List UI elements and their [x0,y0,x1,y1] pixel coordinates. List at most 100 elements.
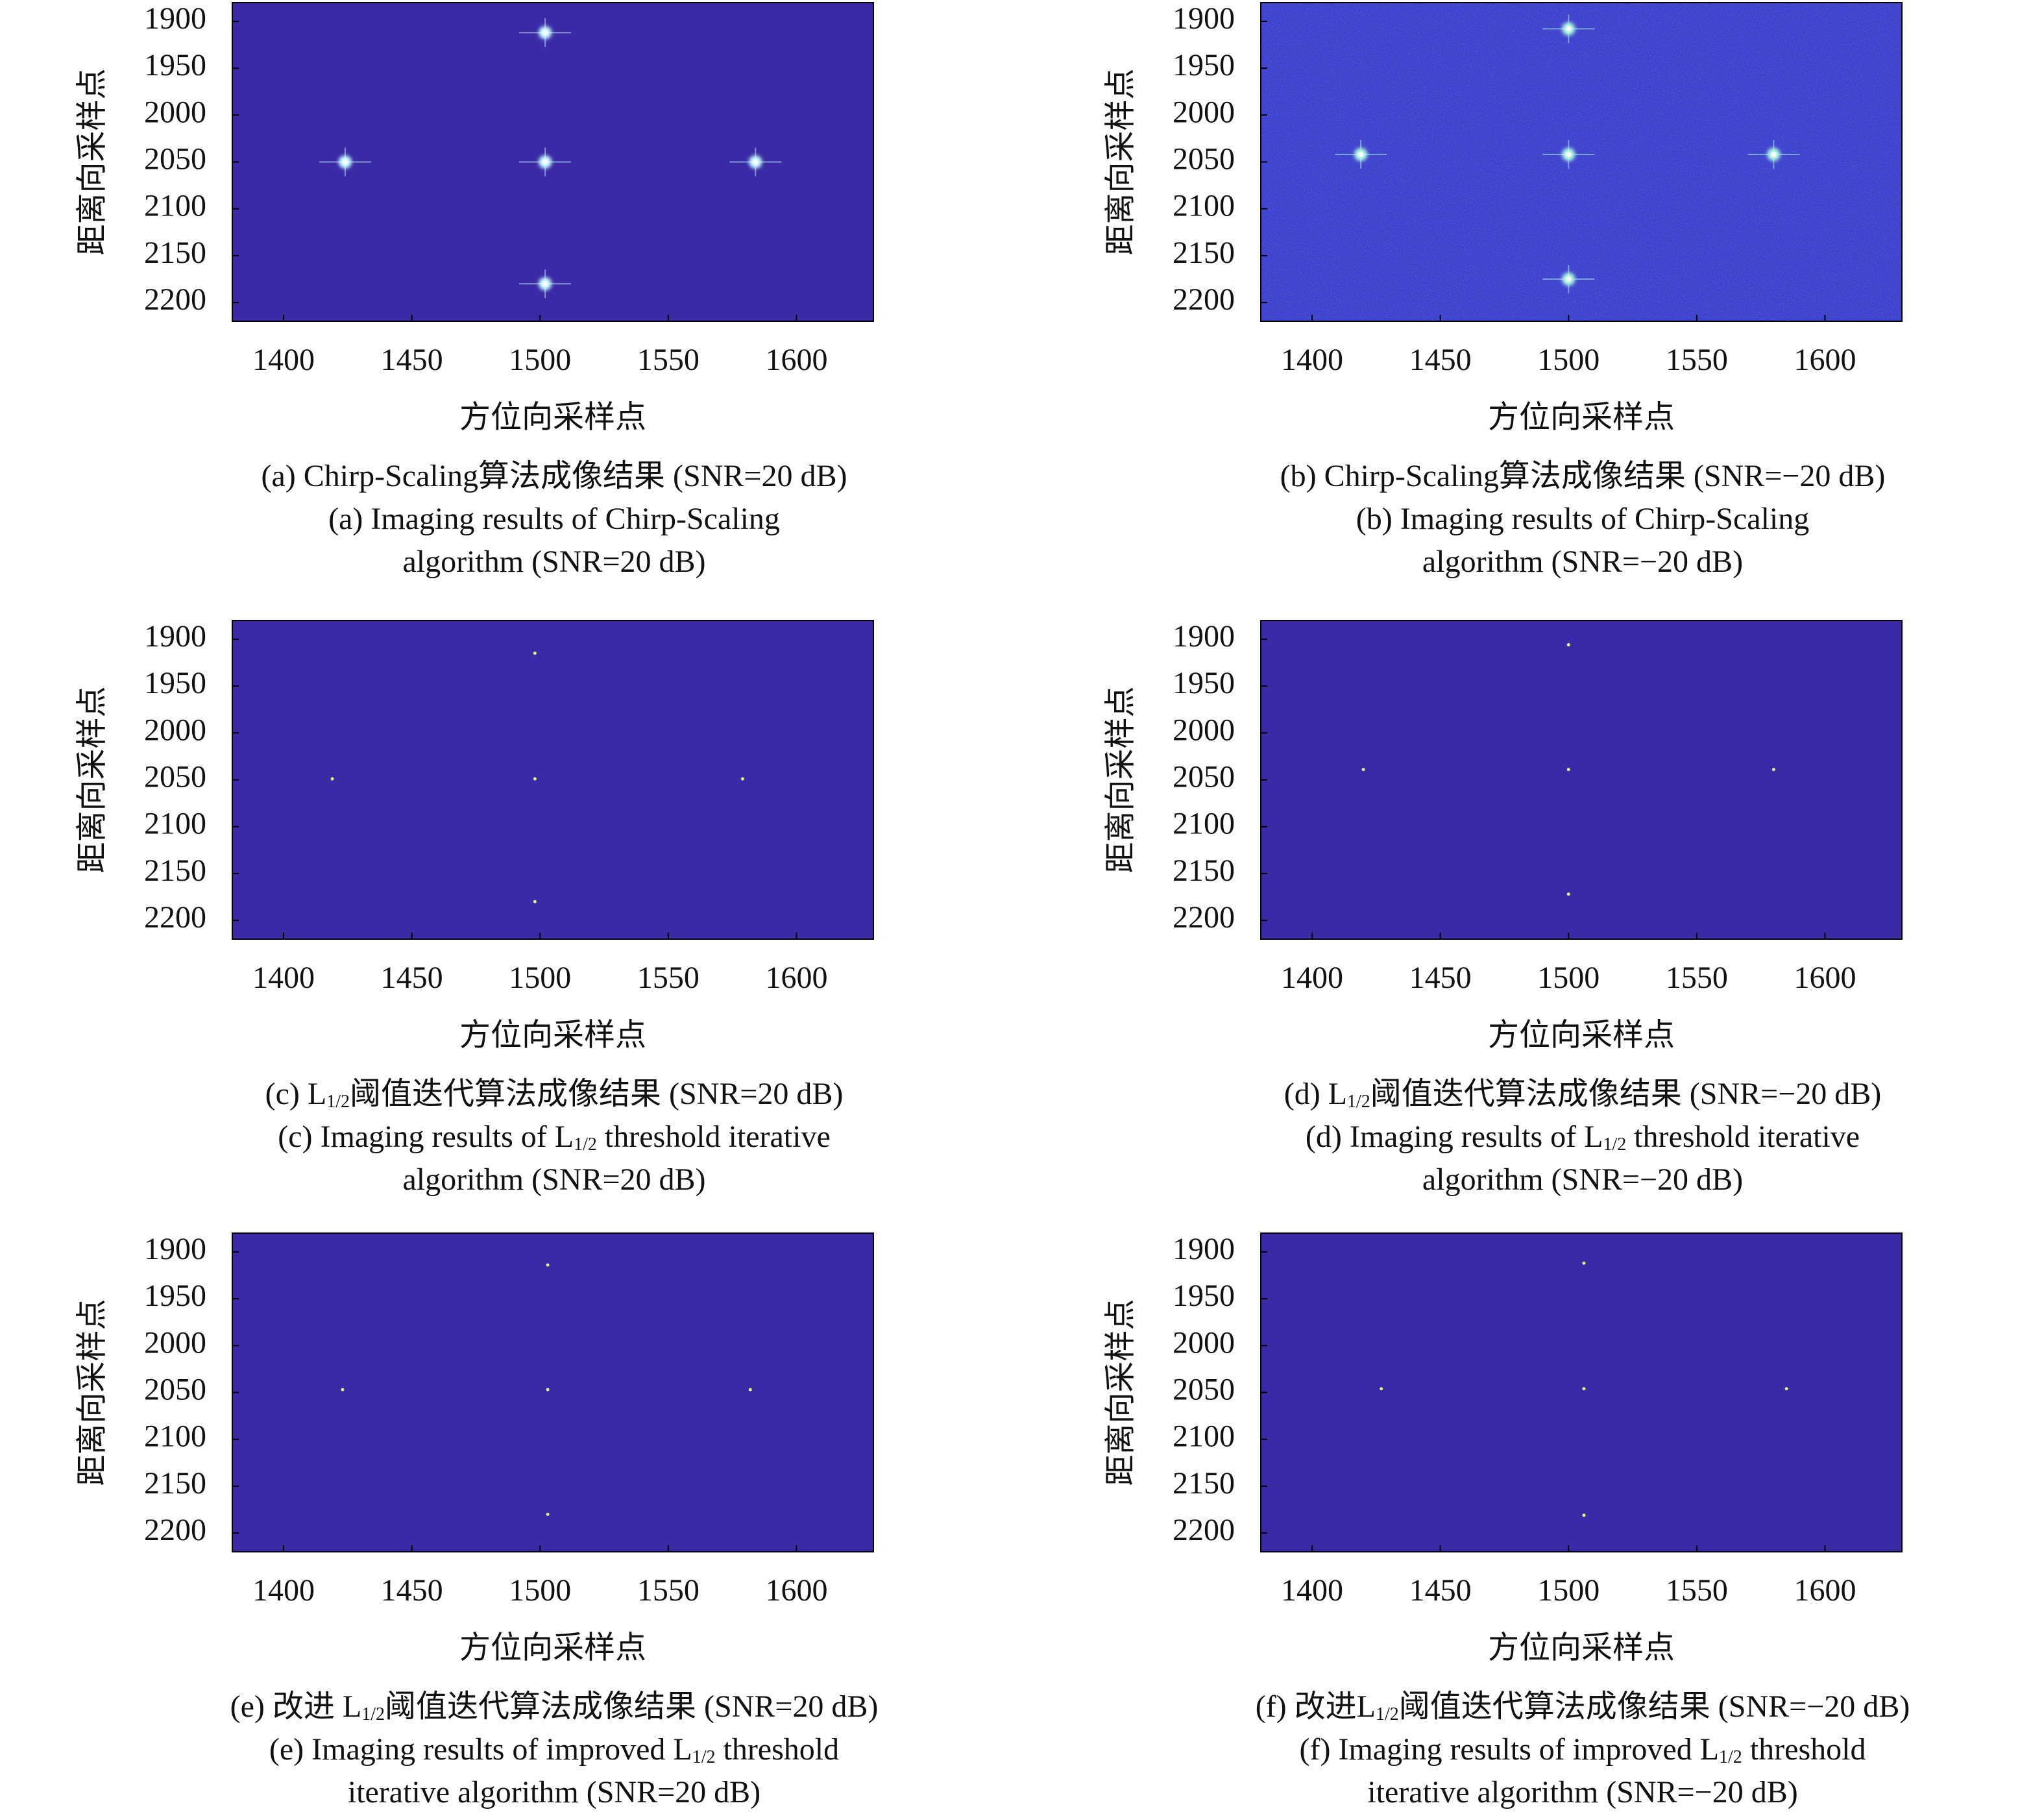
caption-segment: (e) 改进 L [230,1689,362,1724]
caption-segment: algorithm (SNR=20 dB) [402,545,705,579]
x-axis-label: 方位向采样点 [459,1017,646,1053]
y-tick-label: 2050 [144,760,206,794]
target-point [519,147,572,177]
target-point [1747,140,1800,169]
caption-line: algorithm (SNR=20 dB) [402,545,705,579]
caption-segment: (d) L [1284,1077,1347,1111]
point-core [533,777,537,781]
point-core [1566,768,1570,772]
noise-texture [1261,3,1902,321]
point-core [533,652,537,656]
subplot: 1400 1450 1500 1550 1600 1900 1950 2000 2050 2100… [74,619,874,1197]
point-core [1566,151,1572,157]
y-tick-label: 2200 [144,282,206,317]
y-tick-label: 1950 [144,1279,206,1313]
caption-segment: iterative algorithm (SNR=20 dB) [348,1775,760,1809]
y-tick-label: 1900 [1173,619,1235,654]
x-tick-label: 1550 [1666,1573,1728,1608]
x-axis-label: 方位向采样点 [459,399,646,435]
x-axis-label: 方位向采样点 [1488,399,1675,435]
x-tick-label: 1500 [1537,343,1600,377]
caption-segment: algorithm (SNR=−20 dB) [1422,545,1743,579]
y-tick-label: 2100 [1173,189,1235,223]
y-tick-label: 1900 [144,1232,206,1266]
point-core [753,159,759,165]
y-axis-label: 距离向采样点 [74,68,110,255]
x-tick-label: 1500 [1537,961,1600,995]
y-axis-label: 距离向采样点 [74,1299,110,1486]
x-tick-label: 1600 [1794,343,1856,377]
x-tick-label: 1450 [381,1573,443,1608]
caption-segment: (b) Chirp-Scaling算法成像结果 (SNR=−20 dB) [1280,459,1886,493]
caption-line: (f) 改进L1/2阈值迭代算法成像结果 (SNR=−20 dB) [1256,1689,1910,1724]
y-tick-label: 2150 [144,236,206,270]
caption-line: (c) Imaging results of L1/2 threshold it… [278,1120,831,1155]
caption-segment: (b) Imaging results of Chirp-Scaling [1356,502,1810,536]
point-core [1582,1387,1586,1391]
y-tick-label: 2150 [1173,1466,1235,1501]
y-tick-label: 2100 [1173,807,1235,841]
point-core [546,1388,550,1391]
caption-segment: (a) Imaging results of Chirp-Scaling [328,502,780,536]
x-tick-label: 1450 [381,961,443,995]
target-point [330,777,334,781]
x-tick-label: 1400 [1281,1573,1343,1608]
target-point [1566,768,1570,772]
point-core [542,30,548,36]
y-tick-label: 2050 [144,1373,206,1407]
caption-subscript: 1/2 [1719,1747,1742,1767]
x-tick-label: 1400 [1281,961,1343,995]
y-tick-label: 1950 [1173,48,1235,82]
caption-subscript: 1/2 [1347,1092,1370,1112]
target-point [1566,643,1570,647]
y-tick-label: 1900 [1173,1232,1235,1266]
target-point [1361,768,1365,772]
point-core [542,281,548,287]
caption-line: algorithm (SNR=20 dB) [402,1162,705,1197]
point-core [1566,892,1570,896]
point-core [546,1263,550,1267]
caption-segment: (e) Imaging results of improved L [269,1732,692,1767]
point-core [1771,768,1775,772]
caption-line: (b) Chirp-Scaling算法成像结果 (SNR=−20 dB) [1280,459,1886,493]
y-tick-label: 2000 [144,1325,206,1360]
subplot: 1400 1450 1500 1550 1600 1900 1950 2000 2050 2100… [74,1232,879,1809]
x-axis-label: 方位向采样点 [459,1630,646,1666]
target-point [546,1263,550,1267]
y-tick-label: 2200 [1173,1513,1235,1547]
x-tick-label: 1600 [1794,1573,1856,1608]
x-tick-label: 1500 [509,1573,571,1608]
caption-segment: threshold iterative [1626,1120,1860,1154]
caption-subscript: 1/2 [1603,1134,1626,1155]
target-point [533,900,537,903]
target-point [533,777,537,781]
y-tick-label: 2200 [1173,900,1235,935]
plot-background [1261,1233,1902,1552]
target-point [729,147,782,177]
target-point [546,1512,550,1516]
y-tick-label: 2050 [144,142,206,177]
caption-subscript: 1/2 [574,1134,597,1155]
target-point [748,1388,752,1391]
y-axis-label: 距离向采样点 [1102,1299,1139,1486]
y-tick-label: 2200 [144,1513,206,1547]
y-tick-label: 2050 [1173,142,1235,177]
plot-background [232,1233,873,1552]
y-axis-label: 距离向采样点 [1102,686,1139,873]
y-tick-label: 2150 [1173,853,1235,888]
x-tick-label: 1500 [509,961,571,995]
y-tick-label: 2150 [144,1466,206,1501]
y-tick-label: 2000 [1173,713,1235,747]
caption-segment: (d) Imaging results of L [1306,1120,1603,1154]
y-tick-label: 2000 [1173,95,1235,129]
x-tick-label: 1600 [1794,961,1856,995]
x-tick-label: 1500 [509,343,571,377]
x-tick-label: 1450 [1409,343,1472,377]
y-tick-label: 1900 [1173,1,1235,36]
target-point [319,147,371,177]
y-tick-label: 2050 [1173,760,1235,794]
target-point [1542,140,1595,169]
x-tick-label: 1400 [252,1573,315,1608]
point-core [1582,1261,1586,1265]
